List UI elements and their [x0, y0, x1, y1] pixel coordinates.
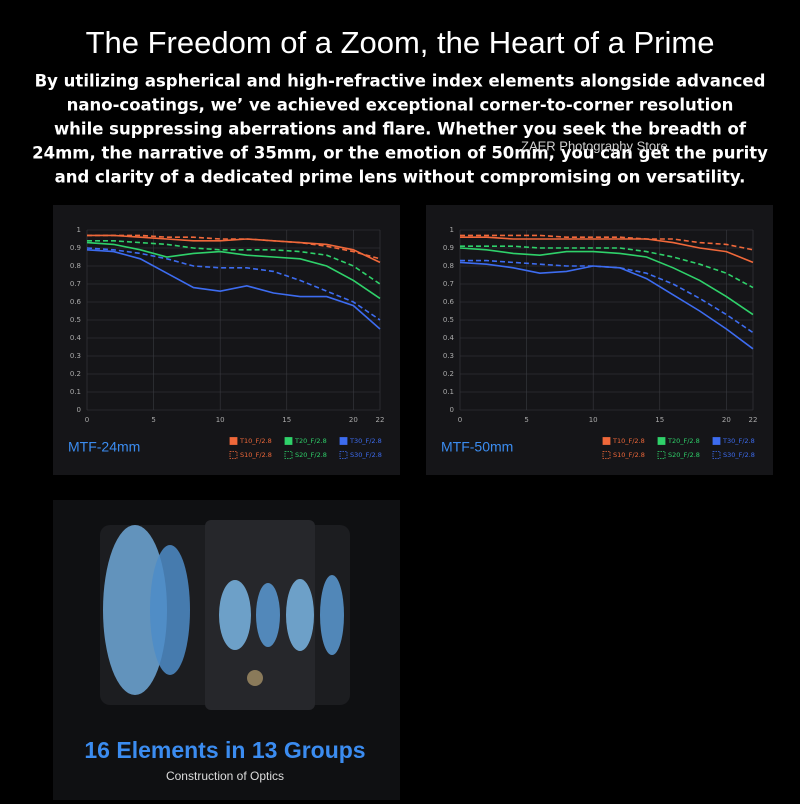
legend-label: S30_F/2.8 — [350, 451, 382, 459]
y-tick-label: 0.2 — [70, 370, 81, 378]
body-line: 24mm, the narrative of 35mm, or the emot… — [32, 144, 768, 163]
legend-swatch — [339, 451, 348, 459]
x-tick-label: 15 — [655, 416, 664, 424]
legend-swatch — [657, 451, 666, 459]
legend-label: S20_F/2.8 — [295, 451, 327, 459]
x-tick-label: 0 — [458, 416, 462, 424]
legend-label: T20_F/2.8 — [294, 437, 327, 445]
x-tick-label: 5 — [524, 416, 528, 424]
y-tick-label: 0.1 — [443, 388, 454, 396]
mtf-line — [460, 234, 754, 251]
y-tick-label: 1 — [450, 226, 454, 234]
y-tick-label: 0.3 — [70, 352, 81, 360]
x-tick-label: 22 — [749, 416, 758, 424]
x-tick-label: 5 — [151, 416, 155, 424]
mtf-line — [87, 234, 381, 260]
y-tick-label: 0 — [450, 406, 454, 414]
legend-label: T30_F/2.8 — [349, 437, 382, 445]
y-tick-label: 0.7 — [443, 280, 454, 288]
x-tick-label: 20 — [722, 416, 731, 424]
x-tick-label: 0 — [85, 416, 89, 424]
legend-label: S10_F/2.8 — [613, 451, 645, 459]
x-tick-label: 22 — [376, 416, 385, 424]
y-tick-label: 0.3 — [443, 352, 454, 360]
legend-swatch — [602, 451, 611, 459]
legend-swatch — [284, 437, 293, 445]
legend-label: T20_F/2.8 — [667, 437, 700, 445]
title: The Freedom of a Zoom, the Heart of a Pr… — [86, 25, 715, 60]
mtf-line — [460, 236, 754, 264]
legend-swatch — [712, 437, 721, 445]
y-tick-label: 0.2 — [443, 370, 454, 378]
y-tick-label: 0.5 — [70, 316, 81, 324]
chart-title: MTF-24mm — [68, 439, 140, 455]
mtf-line — [459, 247, 754, 316]
mtf-line — [86, 241, 381, 300]
legend-swatch — [284, 451, 293, 459]
legend-swatch — [339, 437, 348, 445]
legend-label: S30_F/2.8 — [723, 451, 755, 459]
chart-title: MTF-50mm — [441, 439, 513, 455]
legend-swatch — [229, 437, 238, 445]
legend-swatch — [657, 437, 666, 445]
y-tick-label: 0 — [77, 406, 81, 414]
watermark: ZAER Photography Store — [521, 138, 668, 153]
mtf-line — [86, 247, 381, 321]
lens-illustration — [100, 520, 350, 710]
mtf-line — [87, 234, 381, 264]
body-line: while suppressing aberrations and flare.… — [54, 120, 747, 139]
y-tick-label: 0.6 — [70, 298, 82, 306]
legend-label: T10_F/2.8 — [239, 437, 272, 445]
legend-label: S10_F/2.8 — [240, 451, 272, 459]
y-tick-label: 0.4 — [70, 334, 82, 342]
optics-heading: 16 Elements in 13 Groups — [84, 737, 365, 763]
charts: 00.10.20.30.40.50.60.70.80.910 5 10 15 20 22T… — [68, 226, 757, 459]
body-text: By utilizing aspherical and high-refract… — [32, 72, 768, 187]
y-tick-label: 0.5 — [443, 316, 454, 324]
y-tick-label: 0.4 — [443, 334, 455, 342]
y-tick-label: 0.8 — [70, 262, 81, 270]
x-tick-label: 10 — [589, 416, 598, 424]
optics-caption: Construction of Optics — [166, 769, 284, 783]
x-tick-label: 15 — [282, 416, 291, 424]
mtf-line — [87, 240, 381, 285]
body-line: and clarity of a dedicated prime lens wi… — [55, 168, 746, 187]
legend-label: T10_F/2.8 — [612, 437, 645, 445]
mtf-line — [460, 259, 754, 334]
x-tick-label: 20 — [349, 416, 358, 424]
y-tick-label: 0.8 — [443, 262, 454, 270]
y-tick-label: 0.6 — [443, 298, 455, 306]
y-tick-label: 0.9 — [443, 244, 454, 252]
y-tick-label: 1 — [77, 226, 81, 234]
legend-swatch — [602, 437, 611, 445]
legend-swatch — [712, 451, 721, 459]
chart-panel — [53, 205, 400, 475]
y-tick-label: 0.1 — [70, 388, 81, 396]
y-tick-label: 0.9 — [70, 244, 81, 252]
body-line: nano-coatings, we’ ve achieved exception… — [67, 96, 734, 115]
x-tick-label: 10 — [216, 416, 225, 424]
mtf-line — [460, 245, 754, 289]
legend-label: T30_F/2.8 — [722, 437, 755, 445]
body-line: By utilizing aspherical and high-refract… — [35, 72, 766, 91]
legend-swatch — [229, 451, 238, 459]
mtf-line — [86, 249, 381, 330]
y-tick-label: 0.7 — [70, 280, 81, 288]
legend-label: S20_F/2.8 — [668, 451, 700, 459]
